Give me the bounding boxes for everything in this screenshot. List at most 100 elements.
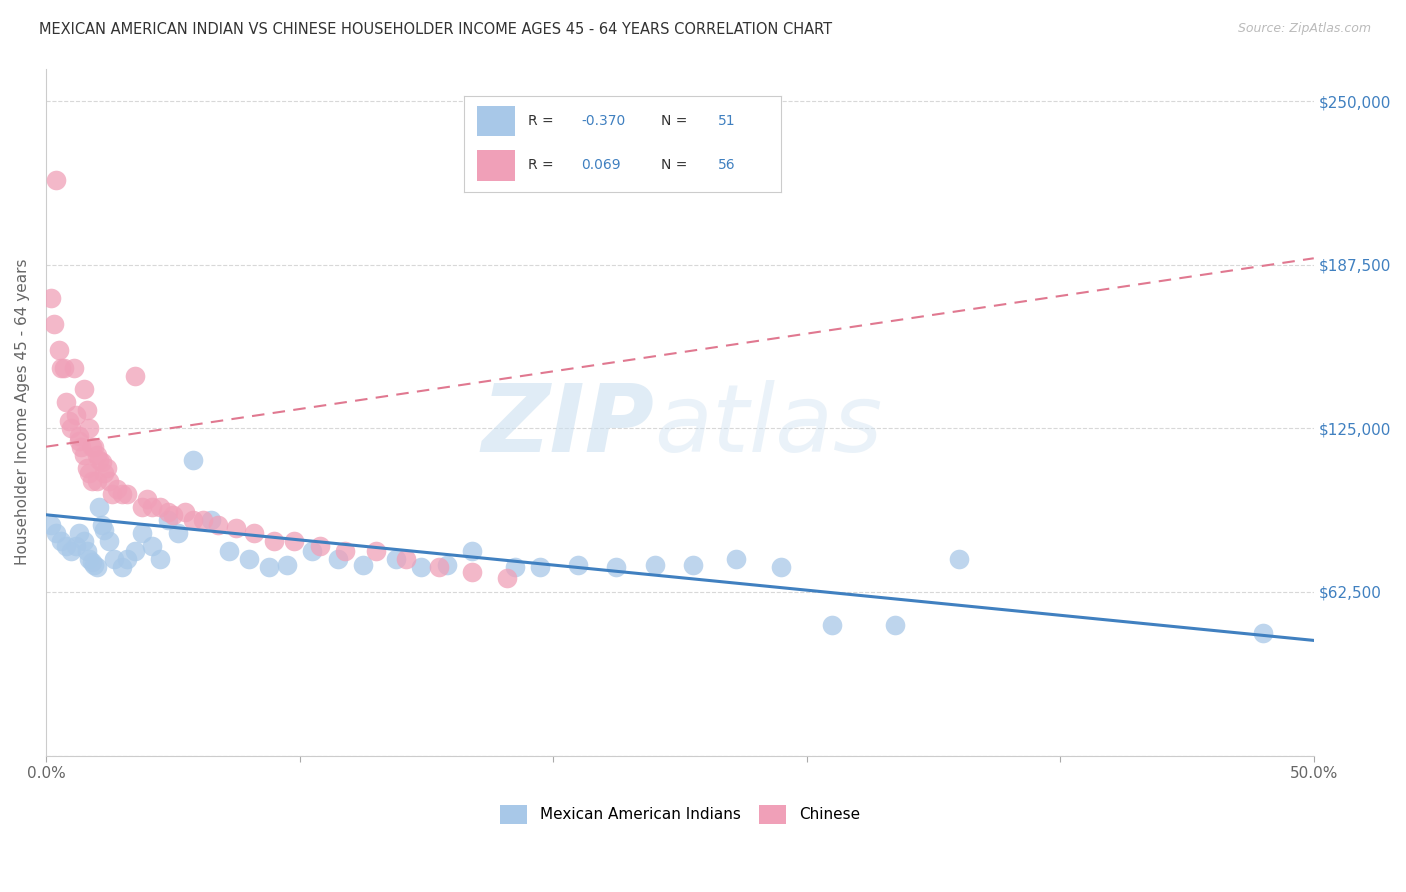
- Point: [141, 500, 163, 514]
- Point: [385, 552, 408, 566]
- Point: [73, 448, 96, 462]
- Point: [83, 558, 105, 572]
- Point: [93, 524, 115, 538]
- Point: [461, 566, 484, 580]
- Point: [98, 533, 121, 548]
- Point: [644, 558, 666, 572]
- Point: [86, 448, 108, 462]
- Point: [39, 291, 62, 305]
- Point: [39, 518, 62, 533]
- Point: [149, 552, 172, 566]
- Point: [70, 440, 93, 454]
- Point: [149, 500, 172, 514]
- Point: [682, 558, 704, 572]
- Point: [124, 544, 146, 558]
- Point: [111, 487, 134, 501]
- Point: [156, 505, 179, 519]
- Point: [503, 560, 526, 574]
- Point: [67, 434, 90, 449]
- Point: [427, 560, 450, 574]
- Point: [77, 552, 100, 566]
- Point: [86, 474, 108, 488]
- Point: [55, 539, 77, 553]
- Point: [1251, 625, 1274, 640]
- Point: [67, 526, 90, 541]
- Point: [90, 518, 112, 533]
- Point: [308, 539, 330, 553]
- Point: [225, 521, 247, 535]
- Point: [67, 429, 90, 443]
- Point: [166, 526, 188, 541]
- Point: [63, 361, 86, 376]
- Point: [131, 526, 153, 541]
- Point: [136, 491, 159, 506]
- Text: ZIP: ZIP: [482, 380, 655, 472]
- Legend: Mexican American Indians, Chinese: Mexican American Indians, Chinese: [501, 805, 859, 823]
- Point: [218, 544, 240, 558]
- Point: [276, 558, 298, 572]
- Point: [45, 526, 67, 541]
- Point: [326, 552, 349, 566]
- Point: [352, 558, 374, 572]
- Point: [48, 343, 70, 357]
- Point: [51, 533, 73, 548]
- Point: [98, 474, 121, 488]
- Point: [80, 440, 103, 454]
- Point: [73, 533, 96, 548]
- Point: [77, 421, 100, 435]
- Point: [156, 513, 179, 527]
- Point: [821, 617, 844, 632]
- Point: [141, 539, 163, 553]
- Point: [80, 555, 103, 569]
- Point: [76, 544, 98, 558]
- Point: [111, 560, 134, 574]
- Point: [86, 560, 108, 574]
- Point: [90, 455, 112, 469]
- Point: [80, 474, 103, 488]
- Point: [162, 508, 184, 522]
- Point: [76, 403, 98, 417]
- Point: [103, 552, 125, 566]
- Point: [42, 317, 65, 331]
- Point: [181, 513, 204, 527]
- Point: [96, 460, 118, 475]
- Point: [115, 487, 138, 501]
- Point: [411, 560, 433, 574]
- Point: [193, 513, 215, 527]
- Point: [207, 518, 229, 533]
- Point: [83, 440, 105, 454]
- Point: [243, 526, 266, 541]
- Point: [105, 482, 128, 496]
- Point: [58, 413, 80, 427]
- Point: [101, 487, 124, 501]
- Text: MEXICAN AMERICAN INDIAN VS CHINESE HOUSEHOLDER INCOME AGES 45 - 64 YEARS CORRELA: MEXICAN AMERICAN INDIAN VS CHINESE HOUSE…: [39, 22, 832, 37]
- Point: [55, 395, 77, 409]
- Point: [461, 544, 484, 558]
- Point: [605, 560, 627, 574]
- Point: [948, 552, 970, 566]
- Point: [52, 361, 75, 376]
- Point: [65, 409, 87, 423]
- Point: [76, 460, 98, 475]
- Point: [436, 558, 458, 572]
- Point: [529, 560, 551, 574]
- Point: [257, 560, 280, 574]
- Point: [283, 533, 305, 548]
- Point: [181, 452, 204, 467]
- Y-axis label: Householder Income Ages 45 - 64 years: Householder Income Ages 45 - 64 years: [15, 259, 30, 566]
- Text: atlas: atlas: [655, 380, 883, 471]
- Point: [77, 466, 100, 480]
- Point: [770, 560, 793, 574]
- Point: [93, 466, 115, 480]
- Point: [567, 558, 589, 572]
- Point: [238, 552, 260, 566]
- Point: [724, 552, 747, 566]
- Point: [89, 452, 111, 467]
- Point: [884, 617, 907, 632]
- Point: [124, 369, 146, 384]
- Point: [200, 513, 222, 527]
- Point: [174, 505, 197, 519]
- Point: [496, 571, 519, 585]
- Point: [51, 361, 73, 376]
- Point: [395, 552, 418, 566]
